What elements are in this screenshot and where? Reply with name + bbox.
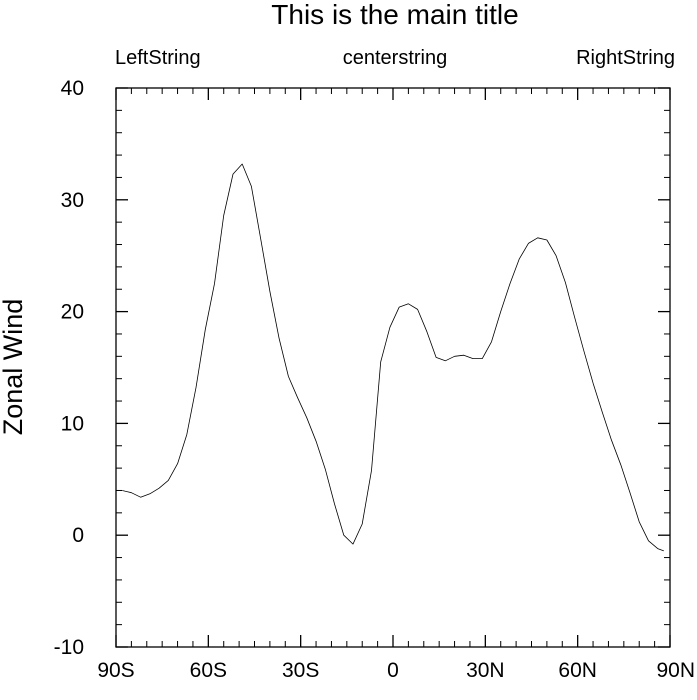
left-string: LeftString <box>115 47 201 69</box>
x-tick-label: 30N <box>466 659 505 682</box>
zonal-wind-line <box>122 163 664 552</box>
y-tick-label: 0 <box>72 524 84 547</box>
axis-tick-labels: 90S 60S 30S 0 30N 60N 90N -10 0 10 20 30 40 <box>54 77 695 682</box>
x-tick-label: 60S <box>190 659 227 682</box>
axis-ticks <box>115 87 671 648</box>
chart-title: This is the main title <box>271 0 518 30</box>
y-tick-label: 20 <box>61 301 84 324</box>
x-tick-label: 30S <box>282 659 319 682</box>
y-tick-label: 40 <box>61 77 84 100</box>
center-string: centerstring <box>343 47 448 69</box>
x-tick-label: 60N <box>558 659 597 682</box>
y-tick-label: -10 <box>54 636 84 659</box>
right-string: RightString <box>576 47 675 69</box>
y-axis-label: Zonal Wind <box>0 299 28 436</box>
x-tick-label: 0 <box>387 659 399 682</box>
x-tick-label: 90S <box>97 659 134 682</box>
plot-frame <box>115 87 671 648</box>
y-tick-label: 10 <box>61 412 84 435</box>
y-tick-label: 30 <box>61 189 84 212</box>
x-tick-label: 90N <box>656 659 695 682</box>
